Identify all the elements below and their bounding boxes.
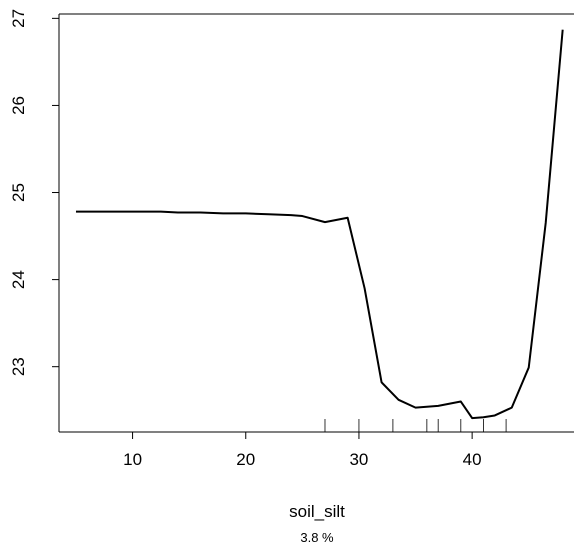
x-tick-label: 20 (236, 450, 255, 469)
rug-marks (325, 419, 506, 432)
x-tick-label: 30 (349, 450, 368, 469)
series-line (76, 30, 563, 418)
x-tick-label: 10 (123, 450, 142, 469)
series-line-path (76, 30, 563, 418)
x-axis-title: soil_silt (289, 502, 345, 521)
y-tick-label: 23 (9, 357, 28, 376)
y-tick-label: 26 (9, 96, 28, 115)
plot-frame (59, 14, 574, 432)
chart-subtitle: 3.8 % (300, 530, 334, 545)
x-axis: 10 20 30 40 (123, 432, 481, 469)
y-axis: 23 24 25 26 27 (9, 9, 59, 376)
y-tick-label: 24 (9, 270, 28, 289)
y-tick-label: 27 (9, 9, 28, 28)
y-tick-label: 25 (9, 183, 28, 202)
x-tick-label: 40 (463, 450, 482, 469)
